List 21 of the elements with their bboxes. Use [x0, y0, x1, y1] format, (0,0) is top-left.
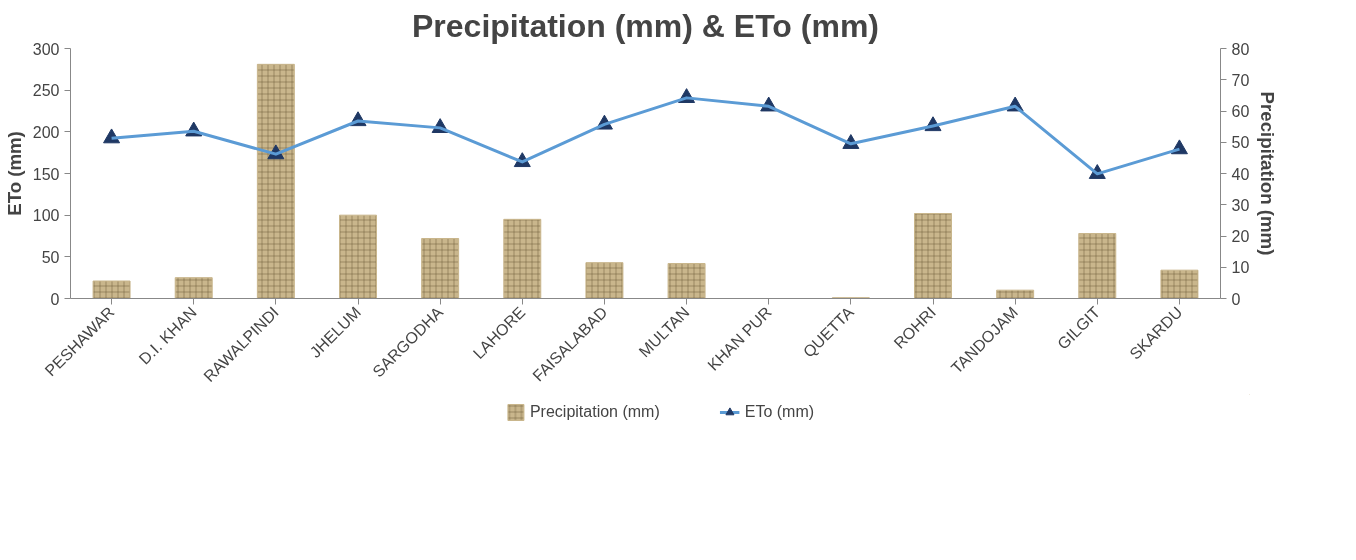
legend-label: Precipitation (mm) [529, 403, 660, 421]
y2-tick-label: 70 [1231, 71, 1250, 89]
y2-tick-label: 30 [1231, 196, 1250, 214]
y2-tick-label: 60 [1231, 103, 1250, 120]
legend-label: ETo (mm) [744, 403, 815, 421]
chart-title: Precipitation (mm) & ETo (mm) [412, 7, 879, 44]
y2-tick-label: 80 [1231, 40, 1250, 58]
y2-tick-label: 50 [1231, 134, 1250, 152]
y-tick-label: 300 [32, 40, 60, 58]
y-tick-label: 50 [41, 248, 60, 266]
y-tick-label: 0 [50, 290, 60, 308]
y2-tick-label: 40 [1231, 165, 1250, 183]
y2-axis-title: Precipitation (mm) [1257, 91, 1279, 256]
y-tick-label: 250 [32, 82, 60, 100]
y2-tick-label: 10 [1231, 259, 1250, 277]
y-tick-label: 100 [32, 207, 60, 225]
y-tick-label: 150 [32, 165, 60, 183]
y2-tick-label: 20 [1231, 228, 1250, 245]
y-axis-title: ETo (mm) [3, 131, 25, 216]
y-tick-label: 200 [32, 123, 60, 141]
y2-tick-label: 0 [1231, 290, 1241, 308]
